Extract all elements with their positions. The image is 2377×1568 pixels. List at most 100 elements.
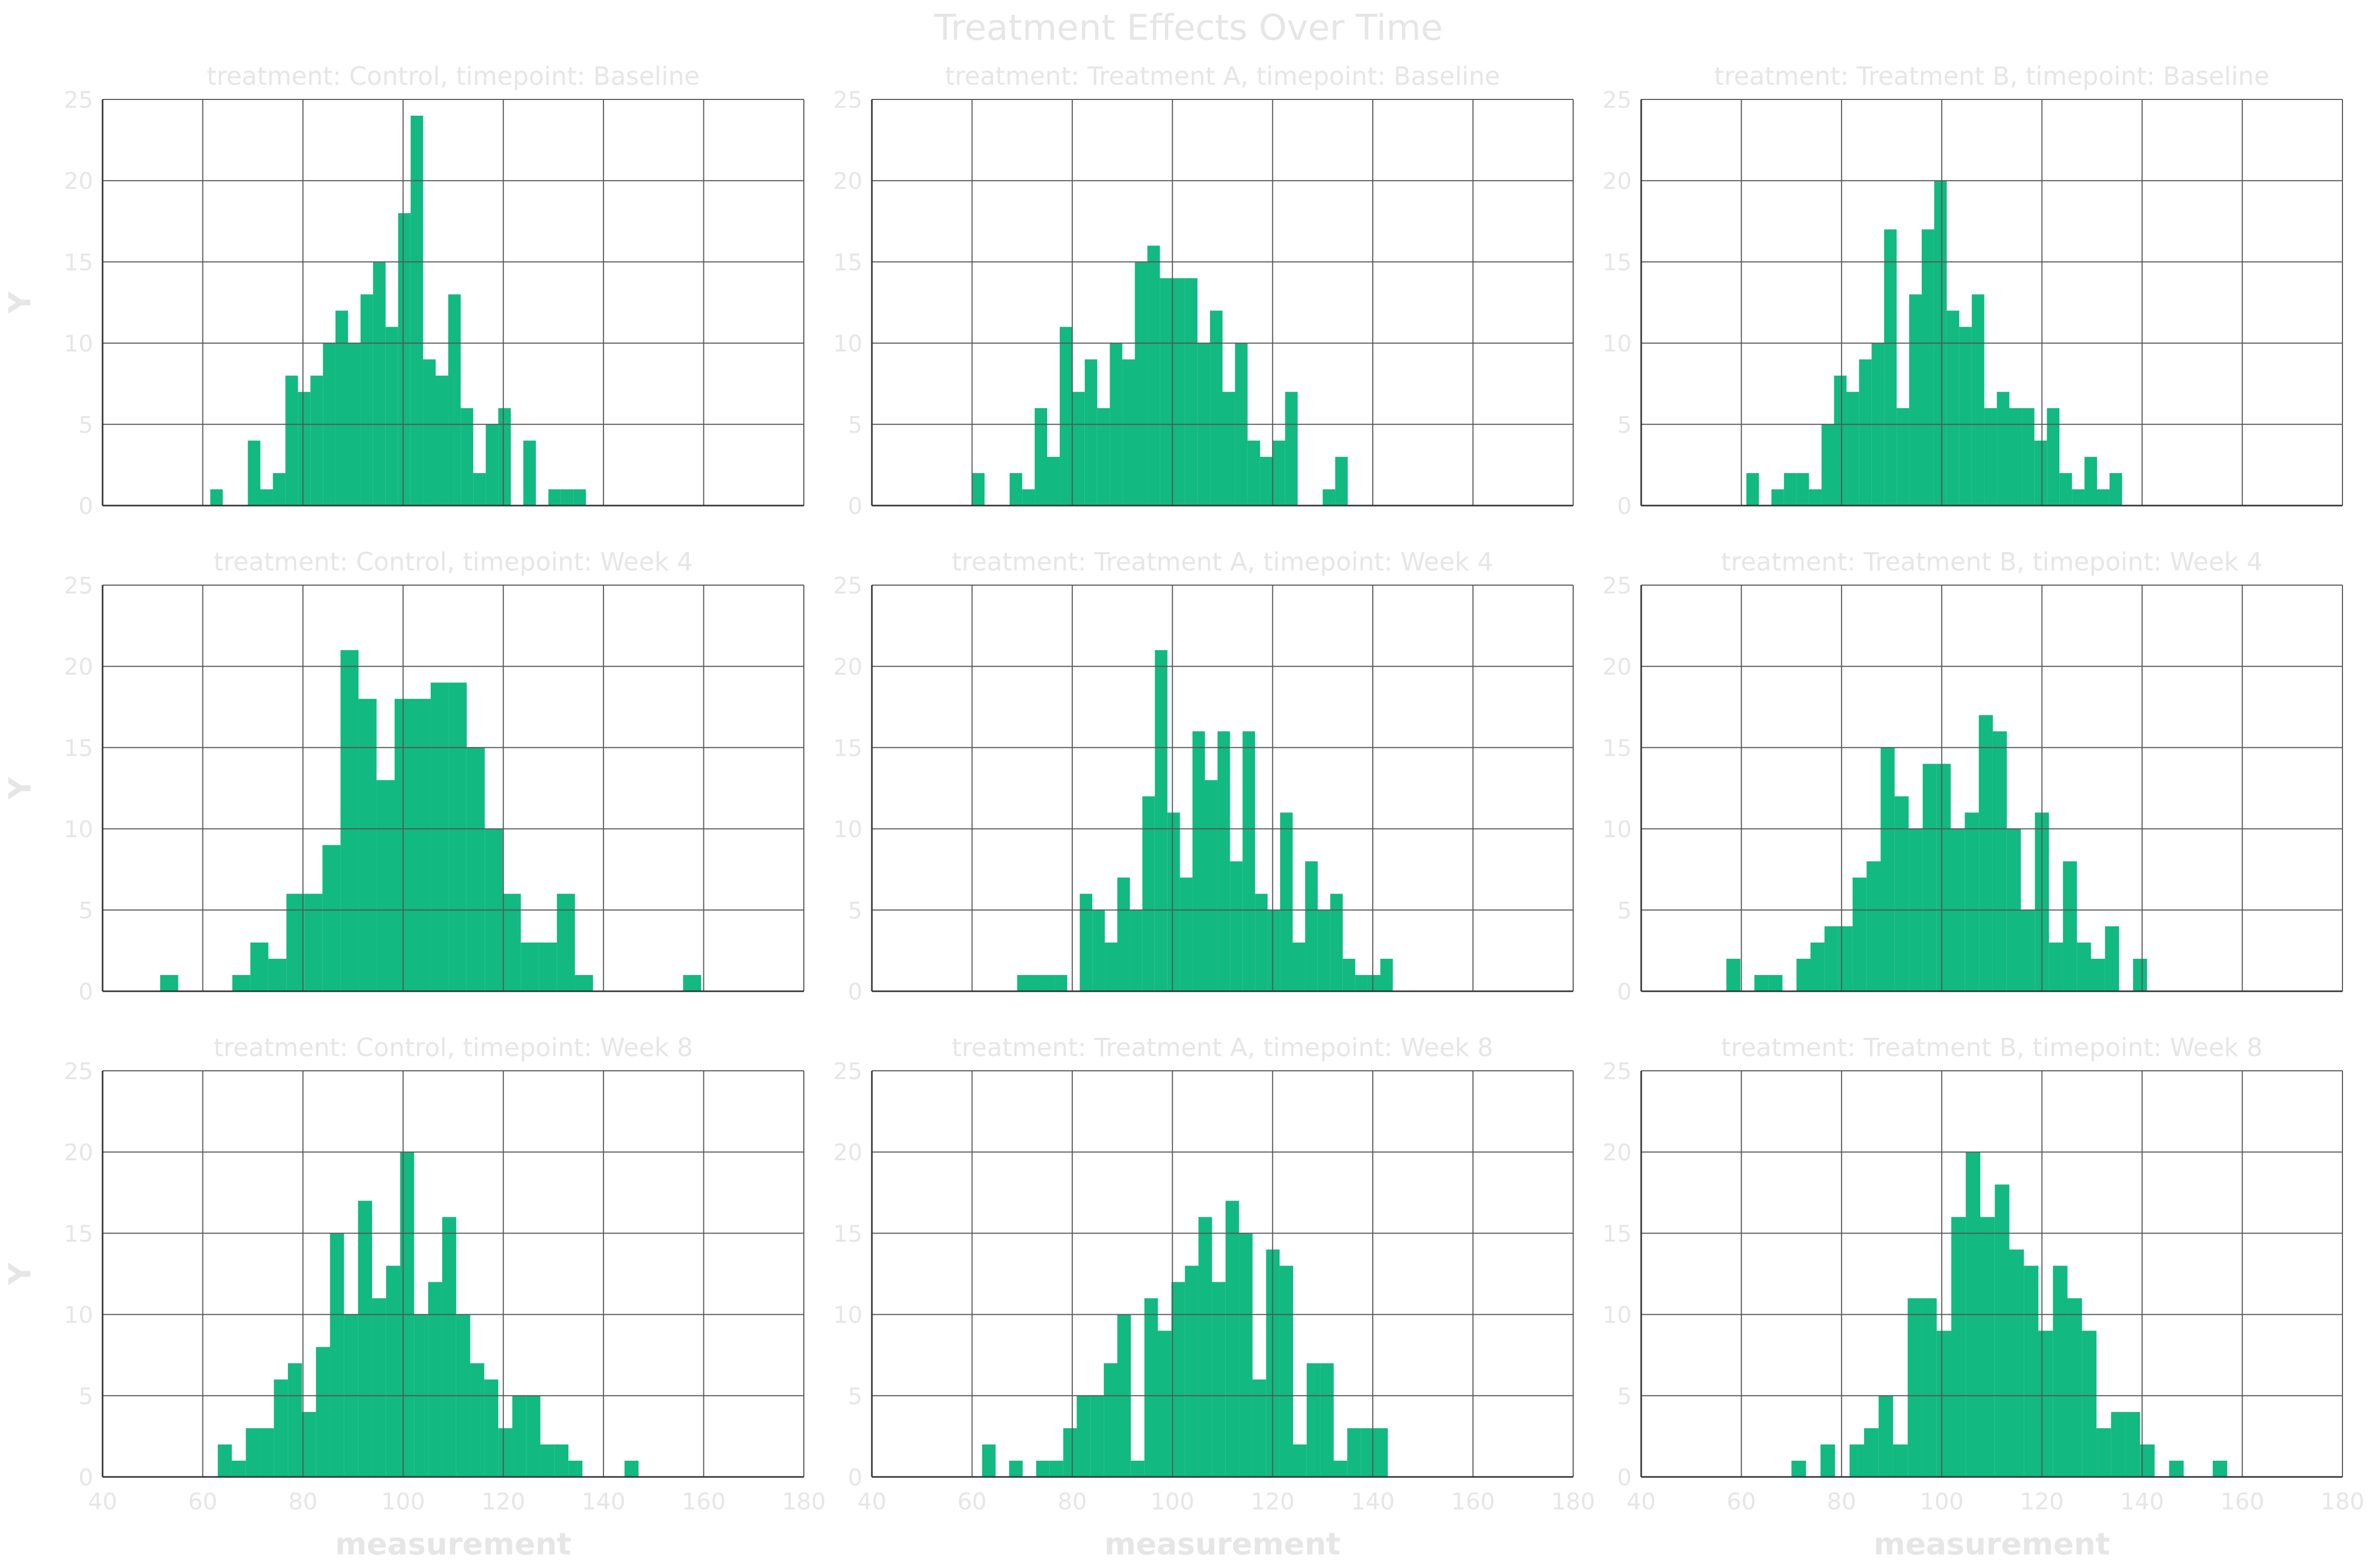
histogram-bar bbox=[373, 262, 386, 506]
histogram-panel: treatment: Treatment B, timepoint: Week … bbox=[1602, 547, 2343, 1005]
histogram-bar bbox=[1147, 245, 1160, 506]
figure-title: Treatment Effects Over Time bbox=[934, 7, 1443, 49]
histogram-bar bbox=[1029, 975, 1042, 991]
histogram-bar bbox=[2047, 408, 2060, 506]
histogram-bar bbox=[1122, 359, 1135, 506]
x-tick-label: 80 bbox=[1058, 1488, 1087, 1515]
y-tick-label: 20 bbox=[833, 654, 862, 680]
y-tick-label: 25 bbox=[1602, 1058, 1632, 1085]
histogram-bar bbox=[310, 375, 323, 506]
histogram-bar bbox=[1380, 958, 1393, 991]
y-tick-label: 20 bbox=[833, 1139, 862, 1166]
histogram-bar bbox=[1810, 942, 1825, 991]
y-tick-label: 0 bbox=[79, 493, 93, 520]
y-axis-label: Y bbox=[2, 1262, 38, 1285]
histogram-bar bbox=[2097, 489, 2110, 506]
y-tick-label: 20 bbox=[833, 168, 862, 195]
histogram-bar bbox=[1994, 1184, 2010, 1477]
histogram-bar bbox=[573, 489, 586, 506]
histogram-bar bbox=[1260, 456, 1273, 506]
histogram-bar bbox=[410, 116, 423, 506]
histogram-bar bbox=[1980, 1217, 1995, 1477]
y-tick-label: 0 bbox=[1617, 979, 1632, 1005]
panel-title: treatment: Control, timepoint: Week 8 bbox=[214, 1033, 693, 1062]
histogram-bar bbox=[1097, 408, 1110, 506]
x-tick-label: 100 bbox=[1150, 1488, 1194, 1515]
y-tick-label: 15 bbox=[1602, 1220, 1632, 1247]
histogram-bar bbox=[624, 1460, 639, 1477]
y-tick-label: 0 bbox=[79, 1464, 93, 1491]
histogram-bar bbox=[512, 1395, 526, 1477]
histogram-bar bbox=[1859, 359, 1872, 506]
x-tick-label: 60 bbox=[1726, 1488, 1756, 1515]
x-tick-label: 60 bbox=[188, 1488, 217, 1515]
histogram-bar bbox=[2009, 408, 2022, 506]
histogram-bar bbox=[461, 408, 474, 506]
histogram-bar bbox=[1135, 262, 1148, 506]
histogram-bar bbox=[1154, 650, 1168, 991]
histogram-bar bbox=[982, 1444, 996, 1477]
y-tick-label: 20 bbox=[1602, 168, 1632, 195]
histogram-bar bbox=[1104, 1363, 1117, 1477]
histogram-bar bbox=[526, 1395, 541, 1477]
histogram-bar bbox=[1809, 489, 1822, 506]
histogram-bar bbox=[1864, 1428, 1879, 1477]
histogram-bar bbox=[1922, 229, 1934, 506]
y-tick-label: 20 bbox=[1602, 654, 1632, 680]
histogram-bar bbox=[268, 958, 287, 991]
histogram-bar bbox=[1330, 893, 1343, 991]
histogram-bar bbox=[1167, 812, 1180, 991]
y-tick-label: 10 bbox=[1602, 816, 1632, 843]
x-tick-label: 40 bbox=[857, 1488, 887, 1515]
histogram-bar bbox=[486, 424, 499, 506]
small-multiples-grid: treatment: Control, timepoint: Baseline 0… bbox=[2, 62, 2364, 1562]
histogram-bar bbox=[1897, 408, 1910, 506]
y-tick-label: 10 bbox=[833, 816, 862, 843]
histogram-bar bbox=[298, 391, 311, 506]
histogram-bar bbox=[2049, 942, 2063, 991]
y-tick-label: 20 bbox=[64, 168, 93, 195]
y-tick-label: 15 bbox=[833, 1220, 862, 1247]
histogram-bar bbox=[232, 975, 251, 991]
histogram-bar bbox=[1959, 327, 1972, 506]
histogram-bar bbox=[1255, 893, 1268, 991]
histogram-bar bbox=[1171, 1282, 1185, 1477]
histogram-bar bbox=[466, 747, 485, 991]
y-tick-label: 15 bbox=[1602, 249, 1632, 276]
histogram-bar bbox=[386, 1265, 400, 1477]
histogram-panel: treatment: Treatment B, timepoint: Basel… bbox=[1602, 62, 2343, 520]
histogram-bar bbox=[1965, 812, 1979, 991]
y-tick-label: 5 bbox=[1617, 898, 1632, 924]
histogram-bar bbox=[260, 489, 273, 506]
histogram-bar bbox=[1239, 1233, 1253, 1477]
histogram-bar bbox=[554, 1444, 569, 1477]
histogram-bar bbox=[1936, 764, 1951, 991]
histogram-bar bbox=[288, 1363, 302, 1477]
histogram-bar bbox=[1894, 796, 1909, 991]
histogram-panel: treatment: Treatment A, timepoint: Week … bbox=[833, 547, 1574, 1005]
x-tick-label: 160 bbox=[1451, 1488, 1495, 1515]
histogram-bar bbox=[1072, 391, 1085, 506]
histogram-bar bbox=[1198, 1217, 1212, 1477]
histogram-bar bbox=[1992, 731, 2007, 991]
y-tick-label: 5 bbox=[848, 898, 862, 924]
histogram-bar bbox=[1726, 958, 1741, 991]
x-tick-label: 120 bbox=[1251, 1488, 1295, 1515]
histogram-bar bbox=[1997, 391, 2010, 506]
x-tick-label: 120 bbox=[2020, 1488, 2064, 1515]
histogram-bar bbox=[1824, 926, 1839, 991]
histogram-bar bbox=[304, 893, 323, 991]
y-tick-label: 5 bbox=[1617, 412, 1632, 439]
y-tick-label: 5 bbox=[848, 1383, 862, 1410]
histogram-bar bbox=[245, 1428, 260, 1477]
histogram-bar bbox=[449, 682, 467, 991]
x-tick-label: 60 bbox=[957, 1488, 986, 1515]
histogram-bar bbox=[1984, 408, 1997, 506]
histogram-bar bbox=[2059, 473, 2072, 506]
histogram-bar bbox=[498, 408, 511, 506]
histogram-bar bbox=[1796, 958, 1811, 991]
y-tick-label: 15 bbox=[833, 249, 862, 276]
histogram-bar bbox=[1936, 1330, 1952, 1477]
y-tick-label: 5 bbox=[848, 412, 862, 439]
histogram-bar bbox=[1090, 1395, 1104, 1477]
